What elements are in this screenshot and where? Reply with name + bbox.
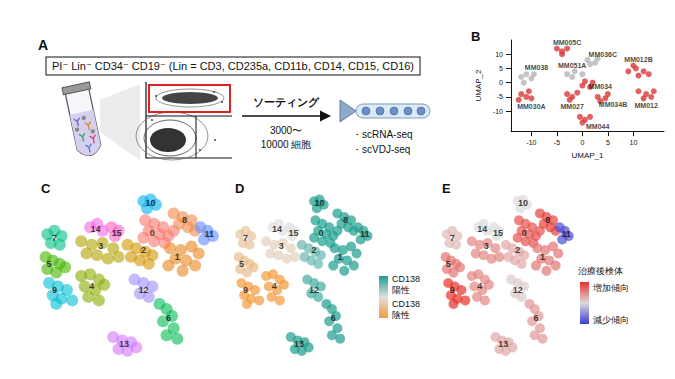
svg-text:10: 10 (315, 198, 325, 208)
svg-text:12: 12 (513, 285, 523, 295)
svg-text:D: D (235, 181, 244, 196)
svg-text:9: 9 (450, 285, 455, 295)
svg-text:-5: -5 (497, 93, 503, 100)
svg-text:MM030A: MM030A (517, 103, 545, 110)
svg-text:14: 14 (477, 224, 487, 234)
svg-text:10: 10 (495, 51, 503, 58)
svg-text:MM036C: MM036C (589, 51, 617, 58)
svg-text:CD138: CD138 (392, 299, 420, 309)
svg-text:3: 3 (484, 241, 489, 251)
svg-text:4: 4 (272, 281, 277, 291)
svg-text:4: 4 (477, 281, 482, 291)
svg-text:治療後検体: 治療後検体 (578, 266, 623, 276)
svg-text:MM012B: MM012B (624, 56, 652, 63)
svg-text:0: 0 (580, 139, 584, 146)
svg-text:11: 11 (561, 229, 571, 239)
svg-text:14: 14 (272, 224, 282, 234)
svg-text:6: 6 (534, 313, 539, 323)
svg-text:5: 5 (606, 139, 610, 146)
svg-text:C: C (41, 181, 51, 196)
svg-text:12: 12 (138, 285, 148, 295)
svg-text:MM034: MM034 (589, 83, 612, 90)
svg-text:PI⁻ Lin⁻ CD34⁻ CD19⁻ (Lin = CD: PI⁻ Lin⁻ CD34⁻ CD19⁻ (Lin = CD3, CD235a,… (52, 60, 414, 72)
svg-text:CD138: CD138 (392, 274, 420, 284)
svg-text:MM005C: MM005C (553, 39, 581, 46)
svg-text:陽性: 陽性 (392, 285, 410, 295)
svg-text:10: 10 (146, 198, 156, 208)
svg-text:4: 4 (89, 281, 94, 291)
svg-text:5: 5 (47, 259, 52, 269)
svg-text:0: 0 (499, 79, 503, 86)
svg-text:-5: -5 (554, 139, 560, 146)
svg-text:14: 14 (90, 224, 100, 234)
svg-text:13: 13 (498, 339, 508, 349)
svg-text:E: E (442, 181, 451, 196)
svg-text:7: 7 (450, 233, 455, 243)
svg-text:8: 8 (545, 215, 550, 225)
svg-text:MM012: MM012 (634, 102, 657, 109)
svg-text:0: 0 (150, 228, 155, 238)
svg-text:15: 15 (493, 228, 503, 238)
svg-text:UMAP_2: UMAP_2 (474, 69, 483, 102)
svg-text:6: 6 (166, 313, 171, 323)
svg-text:8: 8 (343, 215, 348, 225)
svg-text:15: 15 (289, 228, 299, 238)
svg-text:1: 1 (175, 252, 180, 262)
svg-text:11: 11 (205, 229, 215, 239)
svg-text:・scRNA-seq: ・scRNA-seq (352, 129, 413, 140)
svg-text:-10: -10 (526, 139, 536, 146)
svg-text:3: 3 (98, 241, 103, 251)
svg-text:UMAP_1: UMAP_1 (572, 151, 605, 160)
svg-text:8: 8 (182, 215, 187, 225)
svg-text:MM034B: MM034B (599, 101, 627, 108)
svg-text:3: 3 (279, 241, 284, 251)
svg-text:5: 5 (239, 259, 244, 269)
svg-text:11: 11 (360, 229, 370, 239)
svg-text:MM027: MM027 (561, 103, 584, 110)
svg-text:B: B (471, 29, 480, 44)
svg-text:-10: -10 (493, 108, 503, 115)
svg-text:0: 0 (522, 228, 527, 238)
svg-text:6: 6 (331, 313, 336, 323)
svg-text:7: 7 (243, 233, 248, 243)
svg-text:2: 2 (515, 245, 520, 255)
svg-text:5: 5 (499, 65, 503, 72)
svg-text:5: 5 (446, 259, 451, 269)
svg-text:1: 1 (338, 252, 343, 262)
svg-text:10000 細胞: 10000 細胞 (261, 139, 312, 150)
svg-text:ソーティング: ソーティング (253, 96, 320, 108)
svg-text:MM051A: MM051A (558, 62, 586, 69)
svg-text:2: 2 (312, 245, 317, 255)
svg-text:陰性: 陰性 (392, 310, 410, 320)
svg-text:13: 13 (294, 339, 304, 349)
svg-text:MM044: MM044 (586, 123, 609, 130)
svg-text:・scVDJ-seq: ・scVDJ-seq (352, 144, 410, 155)
svg-text:9: 9 (52, 285, 57, 295)
svg-text:1: 1 (540, 252, 545, 262)
svg-text:A: A (38, 37, 48, 53)
svg-text:15: 15 (112, 228, 122, 238)
svg-text:3000〜: 3000〜 (270, 125, 302, 136)
svg-text:10: 10 (630, 139, 638, 146)
svg-text:7: 7 (52, 233, 57, 243)
svg-text:12: 12 (309, 285, 319, 295)
svg-text:0: 0 (318, 228, 323, 238)
svg-text:MM038: MM038 (525, 64, 548, 71)
svg-text:10: 10 (518, 198, 528, 208)
svg-text:13: 13 (119, 339, 129, 349)
svg-text:増加傾向: 増加傾向 (592, 283, 629, 293)
svg-text:減少傾向: 減少傾向 (593, 315, 629, 325)
svg-text:2: 2 (141, 245, 146, 255)
svg-text:9: 9 (243, 285, 248, 295)
